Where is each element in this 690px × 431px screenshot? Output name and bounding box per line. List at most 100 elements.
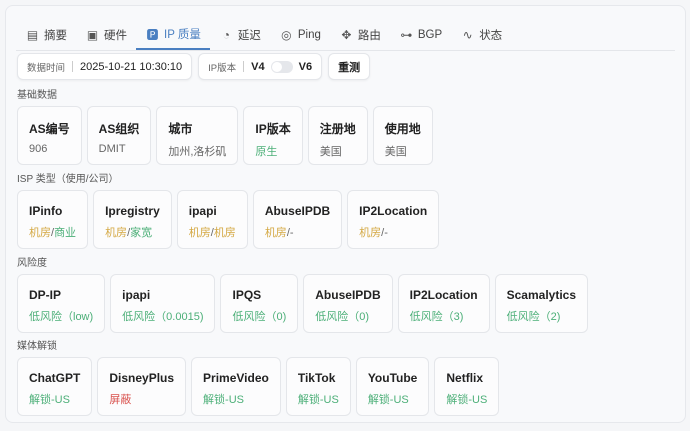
value-segment: / [210,227,214,239]
info-card: 城市 加州,洛杉矶 [156,106,239,165]
value-segment: /- [286,227,294,239]
value-segment: / [51,227,55,239]
value-segment: 机房 [359,227,382,239]
card-value: 低风险（3) [410,308,478,324]
divider [243,61,245,72]
tab-0[interactable]: ▤ 摘要 [16,20,76,50]
value-segment: 机房 [188,227,211,239]
card-value: 906 [29,143,70,155]
info-card: IP2Location 低风险（3) [397,274,490,333]
value-segment: /- [381,227,388,239]
retest-label: 重测 [338,61,361,74]
value-segment: 低风险（low) [29,311,94,323]
info-card: DP-IP 低风险（low) [17,274,106,333]
card-title: DP-IP [29,288,62,302]
card-value: 机房/机房 [189,224,236,240]
divider [72,61,74,72]
card-value: 低风险（2) [507,308,576,324]
tab-label: 延迟 [237,30,261,42]
section-title: 媒体解锁 [17,341,57,352]
v4-label: V4 [251,60,265,73]
card-title: ipapi [122,288,151,302]
info-card: IPinfo 机房/商业 [17,190,89,249]
tab-3[interactable]: ◔ 延迟 [210,20,270,50]
tab-6[interactable]: ⊶ BGP [390,20,451,50]
chip-icon: ▣ [86,28,99,42]
retest-button[interactable]: 重测 [328,53,371,80]
card-title: IP版本 [255,122,291,136]
ip-version-switch: IP版本 V4 V6 [198,53,323,80]
summary-icon: ▤ [26,28,39,42]
info-card: 注册地 美国 [307,106,368,165]
info-card: 使用地 美国 [372,106,433,165]
globe-icon: ◎ [281,28,292,42]
card-title: 使用地 [384,122,421,136]
tab-label: 路由 [357,30,381,42]
tab-label: Ping [297,29,321,41]
info-card: ipapi 机房/机房 [176,190,248,249]
card-value: 机房/- [359,224,427,240]
card-title: PrimeVideo [203,371,269,385]
card-title: IPQS [232,288,262,302]
tab-label: 状态 [479,30,503,42]
value-segment: 家宽 [130,227,153,239]
tab-7[interactable]: ∿ 状态 [451,20,511,50]
value-segment: 商业 [54,227,77,239]
card-value: 低风险（0) [315,308,380,324]
tab-label: 摘要 [44,30,67,42]
card-title: DisneyPlus [109,371,175,385]
tab-label: 硬件 [104,30,127,42]
value-segment: 机房 [105,227,128,239]
info-card: ChatGPT 解锁-US [17,357,93,416]
section-title: ISP 类型（使用/公司） [17,174,119,185]
card-title: Netflix [446,371,484,385]
info-card: Ipregistry 机房/家宽 [93,190,172,249]
value-segment: 屏蔽 [109,394,132,406]
value-segment: 解锁-US [446,394,488,406]
card-title: AS组织 [98,122,140,136]
value-segment: 机房 [29,227,51,239]
card-value: 美国 [320,143,356,159]
ip-version-toggle[interactable] [270,60,293,73]
value-segment: 低风险（0) [315,311,370,323]
card-value: 原生 [255,143,290,159]
value-segment: 美国 [384,146,407,158]
section-3: 媒体解锁 ChatGPT 解锁-US DisneyPlus 屏蔽 PrimeVideo 解锁… [17,337,500,416]
card-title: ipapi [188,204,217,218]
tab-1[interactable]: ▣ 硬件 [76,20,136,50]
info-card: AbuseIPDB 机房/- [252,190,343,249]
info-card: IP版本原生 [243,106,303,165]
info-card: PrimeVideo 解锁-US [191,357,281,416]
info-card: TikTok 解锁-US [285,357,351,416]
tab-2[interactable]: 🅿 IP 质量 [136,20,210,50]
info-card: Netflix 解锁-US [434,357,500,416]
card-title: 城市 [168,122,193,136]
card-title: AbuseIPDB [264,204,331,218]
data-time-label: 数据时间 [27,62,66,74]
card-value: DMIT [99,143,140,155]
pulse-icon: ∿ [462,28,473,42]
card-title: IP2Location [359,204,428,218]
value-segment: 低风险（3) [409,311,464,323]
card-title: TikTok [297,371,336,385]
info-card: IPQS 低风险（0) [220,274,299,333]
card-value: 低风险（0.0015) [122,308,203,324]
info-card: YouTube 解锁-US [355,357,430,416]
card-value: 解锁-US [446,391,487,407]
card-title: YouTube [367,371,418,385]
card-title: AbuseIPDB [315,288,381,302]
card-title: IP2Location [409,288,478,302]
card-title: Ipregistry [105,204,160,218]
value-segment: DMIT [98,143,126,155]
value-segment: 906 [29,143,48,155]
card-value: 低风险（0) [232,308,286,324]
tab-5[interactable]: ✥ 路由 [330,20,390,50]
clock-icon: ◔ [222,28,230,42]
card-title: ChatGPT [29,371,81,385]
section-1: ISP 类型（使用/公司） IPinfo 机房/商业 Ipregistry 机房/家宽 i… [17,170,440,249]
info-card: AS组织 DMIT [86,106,152,165]
tab-4[interactable]: ◎ Ping [270,20,330,50]
card-value: 低风险（low) [29,308,93,324]
card-value: 美国 [385,143,421,159]
value-segment: 解锁-US [367,394,409,406]
